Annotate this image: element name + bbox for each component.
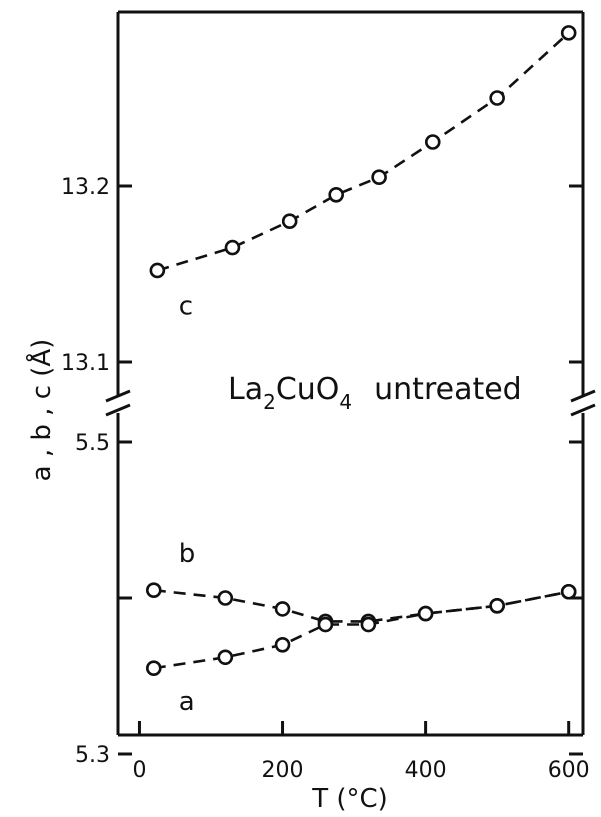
y-tick-label-upper: 13.2: [61, 175, 110, 200]
axes: [105, 10, 596, 737]
left-break-mark-1: [105, 389, 131, 403]
data-point-c: [560, 25, 577, 41]
series-label-a: a: [179, 687, 195, 717]
annotation-label: La2CuO4 untreated: [228, 372, 522, 414]
y-tick-label-lower: 5.5: [75, 431, 110, 456]
data-point-a: [274, 636, 291, 653]
right-break-mark-2: [570, 403, 596, 417]
x-tick-label: 200: [262, 758, 304, 783]
y-tick-label-upper: 13.1: [61, 351, 110, 376]
data-point-a: [217, 649, 234, 666]
data-point-a: [489, 597, 505, 614]
data-point-b: [217, 590, 234, 606]
annotation-word: untreated: [374, 372, 522, 407]
annotation-formula-base: La: [228, 372, 263, 407]
data-point-c: [328, 187, 344, 203]
data-point-c: [281, 213, 298, 229]
series-label-c: c: [179, 291, 193, 321]
labels: a , b , c (Å) T (°C) La2CuO4 untreated: [25, 339, 522, 814]
data-point-a: [560, 583, 577, 600]
x-tick-label: 0: [132, 758, 146, 783]
data-point-a: [145, 660, 162, 677]
right-break-mark-1: [570, 389, 596, 403]
series-line-c: [156, 31, 570, 272]
data-point-c: [149, 262, 166, 279]
y-axis-label: a , b , c (Å): [25, 339, 57, 482]
data-point-c: [224, 239, 241, 256]
data-point-c: [371, 169, 387, 185]
data-point-a: [360, 616, 377, 633]
y-tick-label-lower: 5.3: [75, 743, 110, 768]
series-label-b: b: [179, 539, 196, 569]
series-line-b: [153, 588, 569, 623]
series-layer: c b a: [145, 25, 577, 717]
series-line-a: [153, 590, 569, 670]
annotation-subscript-1: 2: [263, 390, 276, 414]
data-point-a: [417, 605, 434, 622]
data-point-a: [317, 616, 334, 633]
annotation-subscript-2: 4: [339, 390, 352, 414]
data-point-c: [489, 90, 505, 106]
x-axis-label: T (°C): [311, 784, 388, 814]
annotation-formula-mid: CuO: [276, 372, 340, 407]
x-tick-label: 600: [548, 758, 590, 783]
left-break-mark-2: [105, 403, 131, 417]
data-point-b: [274, 601, 291, 617]
data-point-b: [145, 582, 162, 599]
data-point-c: [424, 134, 441, 150]
ticks: 0 200 400 600 13.1 13.2 5.3 5.5: [61, 175, 590, 783]
x-tick-label: 400: [405, 758, 447, 783]
